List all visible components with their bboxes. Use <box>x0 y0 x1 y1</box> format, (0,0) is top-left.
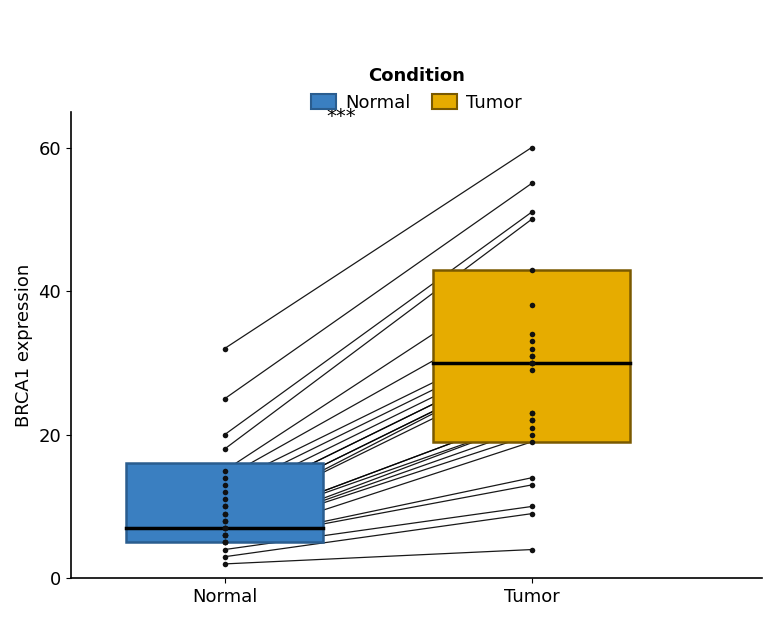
Point <box>525 545 538 555</box>
Text: ***: *** <box>326 107 356 126</box>
Point <box>218 523 231 533</box>
Point <box>218 545 231 555</box>
Point <box>525 358 538 368</box>
Point <box>218 537 231 547</box>
Point <box>218 559 231 569</box>
Point <box>218 530 231 540</box>
Point <box>218 516 231 526</box>
Point <box>525 358 538 368</box>
Point <box>525 351 538 361</box>
Point <box>525 358 538 368</box>
Point <box>218 480 231 490</box>
Point <box>525 265 538 274</box>
Point <box>525 408 538 418</box>
Point <box>218 530 231 540</box>
Point <box>218 523 231 533</box>
Y-axis label: BRCA1 expression: BRCA1 expression <box>15 263 33 427</box>
Point <box>525 365 538 375</box>
Point <box>525 408 538 418</box>
Point <box>218 444 231 454</box>
Point <box>218 509 231 519</box>
Point <box>525 337 538 347</box>
Point <box>525 473 538 483</box>
Point <box>525 437 538 447</box>
Point <box>218 552 231 562</box>
Point <box>218 473 231 483</box>
Point <box>525 329 538 339</box>
Point <box>525 207 538 217</box>
Legend: Normal, Tumor: Normal, Tumor <box>304 60 529 119</box>
Point <box>218 494 231 504</box>
Point <box>525 143 538 153</box>
Point <box>525 351 538 361</box>
Point <box>525 509 538 519</box>
Point <box>218 523 231 533</box>
Point <box>525 422 538 432</box>
Point <box>525 178 538 188</box>
Point <box>218 537 231 547</box>
Point <box>218 502 231 512</box>
Point <box>218 502 231 512</box>
Bar <box>434 270 630 442</box>
Point <box>525 502 538 512</box>
Bar <box>127 463 323 542</box>
Point <box>218 537 231 547</box>
Point <box>218 466 231 476</box>
Point <box>525 430 538 440</box>
Point <box>218 509 231 519</box>
Point <box>525 415 538 425</box>
Point <box>218 487 231 497</box>
Point <box>218 430 231 440</box>
Point <box>218 530 231 540</box>
Point <box>218 516 231 526</box>
Point <box>525 343 538 353</box>
Point <box>525 301 538 310</box>
Point <box>218 343 231 353</box>
Point <box>525 480 538 490</box>
Point <box>525 415 538 425</box>
Point <box>218 394 231 404</box>
Point <box>525 214 538 224</box>
